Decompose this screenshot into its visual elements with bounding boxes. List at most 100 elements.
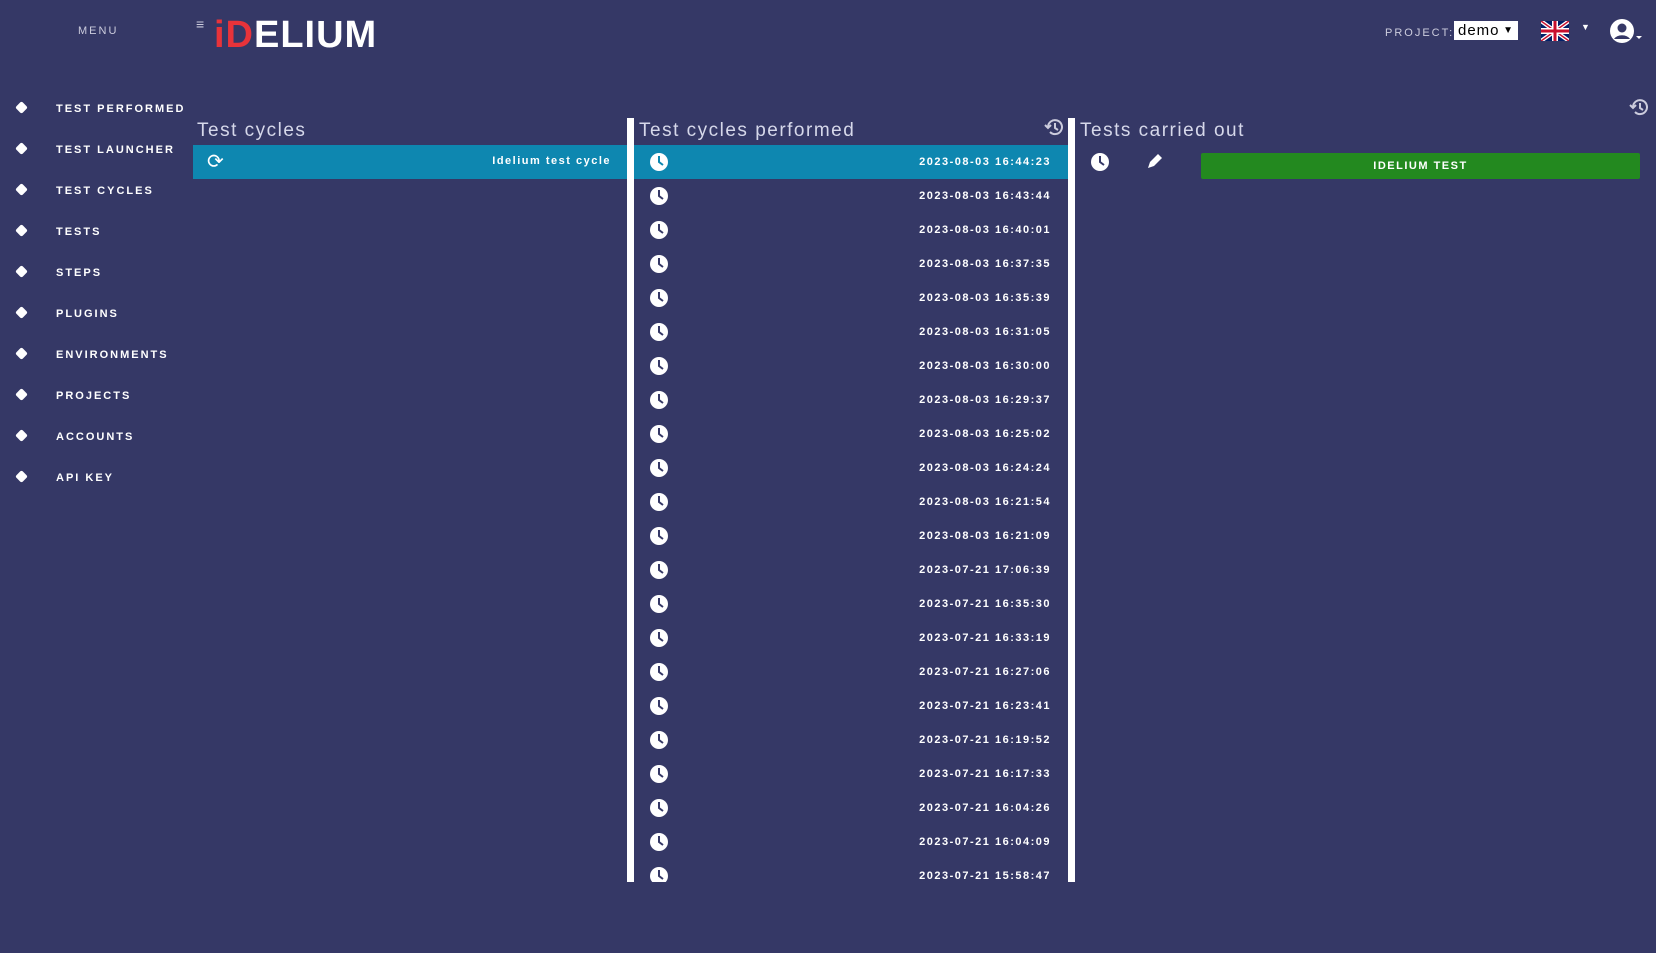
performed-row[interactable]: 2023-08-03 16:21:54: [634, 485, 1068, 519]
clock-icon: [649, 424, 669, 449]
divider: [1068, 118, 1075, 882]
timestamp: 2023-08-03 16:24:24: [919, 462, 1051, 474]
sidebar-item[interactable]: PROJECTS: [56, 390, 132, 402]
sidebar-icon[interactable]: [15, 183, 28, 196]
cycle-row[interactable]: ⟳ Idelium test cycle: [193, 145, 627, 179]
clock-icon: [649, 594, 669, 619]
sidebar-item[interactable]: API KEY: [56, 472, 115, 484]
sidebar-item[interactable]: STEPS: [56, 267, 103, 279]
timestamp: 2023-08-03 16:21:09: [919, 530, 1051, 542]
timestamp: 2023-07-21 17:06:39: [919, 564, 1051, 576]
performed-row[interactable]: 2023-07-21 16:23:41: [634, 689, 1068, 723]
panel-title: Test cycles: [197, 120, 307, 141]
language-caret[interactable]: ▼: [1581, 22, 1590, 32]
clock-icon: [649, 798, 669, 823]
sidebar-icon[interactable]: [15, 101, 28, 114]
menu-toggle[interactable]: ≡: [196, 16, 205, 32]
sidebar-item[interactable]: PLUGINS: [56, 308, 119, 320]
performed-row[interactable]: 2023-08-03 16:29:37: [634, 383, 1068, 417]
clock-icon: [649, 696, 669, 721]
clock-icon: [649, 356, 669, 381]
edit-icon[interactable]: [1144, 152, 1164, 177]
cycle-icon: ⟳: [207, 151, 224, 173]
performed-row[interactable]: 2023-07-21 16:04:26: [634, 791, 1068, 825]
timestamp: 2023-08-03 16:35:39: [919, 292, 1051, 304]
clock-icon: [649, 560, 669, 585]
timestamp: 2023-08-03 16:40:01: [919, 224, 1051, 236]
performed-row[interactable]: 2023-08-03 16:35:39: [634, 281, 1068, 315]
performed-list: 2023-08-03 16:44:23 2023-08-03 16:43:44 20…: [634, 145, 1068, 882]
timestamp: 2023-07-21 16:35:30: [919, 598, 1051, 610]
performed-row[interactable]: 2023-08-03 16:44:23: [634, 145, 1068, 179]
performed-row[interactable]: 2023-07-21 16:33:19: [634, 621, 1068, 655]
panel-title: Tests carried out: [1080, 120, 1245, 141]
timestamp: 2023-08-03 16:31:05: [919, 326, 1051, 338]
timestamp: 2023-08-03 16:25:02: [919, 428, 1051, 440]
performed-row[interactable]: 2023-07-21 15:58:47: [634, 859, 1068, 882]
clock-icon: [649, 458, 669, 483]
clock-icon: [649, 254, 669, 279]
timestamp: 2023-08-03 16:43:44: [919, 190, 1051, 202]
performed-row[interactable]: 2023-07-21 16:04:09: [634, 825, 1068, 859]
performed-row[interactable]: 2023-08-03 16:30:00: [634, 349, 1068, 383]
clock-icon: [649, 764, 669, 789]
performed-row[interactable]: 2023-07-21 16:17:33: [634, 757, 1068, 791]
cycle-list: ⟳ Idelium test cycle: [193, 145, 627, 179]
performed-row[interactable]: 2023-08-03 16:31:05: [634, 315, 1068, 349]
project-value: demo: [1458, 22, 1500, 39]
performed-row[interactable]: 2023-08-03 16:40:01: [634, 213, 1068, 247]
performed-row[interactable]: 2023-07-21 16:19:52: [634, 723, 1068, 757]
performed-row[interactable]: 2023-07-21 17:06:39: [634, 553, 1068, 587]
timestamp: 2023-08-03 16:21:54: [919, 496, 1051, 508]
performed-row[interactable]: 2023-08-03 16:24:24: [634, 451, 1068, 485]
history-icon[interactable]: [1044, 116, 1066, 138]
performed-row[interactable]: 2023-07-21 16:27:06: [634, 655, 1068, 689]
project-select[interactable]: demo ▼: [1454, 21, 1518, 40]
logo-main: ELIUM: [254, 14, 378, 56]
test-button[interactable]: IDELIUM TEST: [1201, 153, 1640, 179]
logo-accent: iD: [214, 14, 254, 56]
timestamp: 2023-07-21 16:04:09: [919, 836, 1051, 848]
timestamp: 2023-08-03 16:29:37: [919, 394, 1051, 406]
performed-row[interactable]: 2023-07-21 16:35:30: [634, 587, 1068, 621]
timestamp: 2023-07-21 16:33:19: [919, 632, 1051, 644]
sidebar-icon[interactable]: [15, 470, 28, 483]
timestamp: 2023-07-21 16:19:52: [919, 734, 1051, 746]
sidebar-icon[interactable]: [15, 306, 28, 319]
sidebar-icon[interactable]: [15, 224, 28, 237]
logo[interactable]: iDELIUM: [214, 14, 377, 57]
timestamp: 2023-08-03 16:30:00: [919, 360, 1051, 372]
clock-icon: [649, 220, 669, 245]
clock-icon: [649, 152, 669, 177]
sidebar-icon[interactable]: [15, 347, 28, 360]
project-label: PROJECT:: [1385, 27, 1455, 39]
sidebar-icon[interactable]: [15, 388, 28, 401]
clock-icon[interactable]: [1090, 152, 1110, 177]
sidebar-icon[interactable]: [15, 429, 28, 442]
sidebar-item[interactable]: ACCOUNTS: [56, 431, 135, 443]
sidebar-item[interactable]: TEST LAUNCHER: [56, 144, 175, 156]
history-icon[interactable]: [1629, 96, 1651, 118]
sidebar-icon[interactable]: [15, 265, 28, 278]
sidebar-icon[interactable]: [15, 142, 28, 155]
sidebar-item[interactable]: TEST PERFORMED: [56, 103, 186, 115]
performed-row[interactable]: 2023-08-03 16:25:02: [634, 417, 1068, 451]
timestamp: 2023-07-21 16:17:33: [919, 768, 1051, 780]
performed-row[interactable]: 2023-08-03 16:43:44: [634, 179, 1068, 213]
performed-row[interactable]: 2023-08-03 16:21:09: [634, 519, 1068, 553]
account-icon[interactable]: [1609, 18, 1643, 46]
sidebar-item[interactable]: TESTS: [56, 226, 102, 238]
menu-label[interactable]: MENU: [78, 25, 119, 37]
clock-icon: [649, 186, 669, 211]
sidebar-item[interactable]: ENVIRONMENTS: [56, 349, 169, 361]
clock-icon: [649, 662, 669, 687]
language-flag[interactable]: [1541, 21, 1569, 41]
sidebar-item[interactable]: TEST CYCLES: [56, 185, 154, 197]
timestamp: 2023-08-03 16:37:35: [919, 258, 1051, 270]
timestamp: 2023-07-21 15:58:47: [919, 870, 1051, 882]
clock-icon: [649, 628, 669, 653]
performed-row[interactable]: 2023-08-03 16:37:35: [634, 247, 1068, 281]
tests-list: IDELIUM TEST: [1080, 145, 1640, 179]
clock-icon: [649, 832, 669, 857]
